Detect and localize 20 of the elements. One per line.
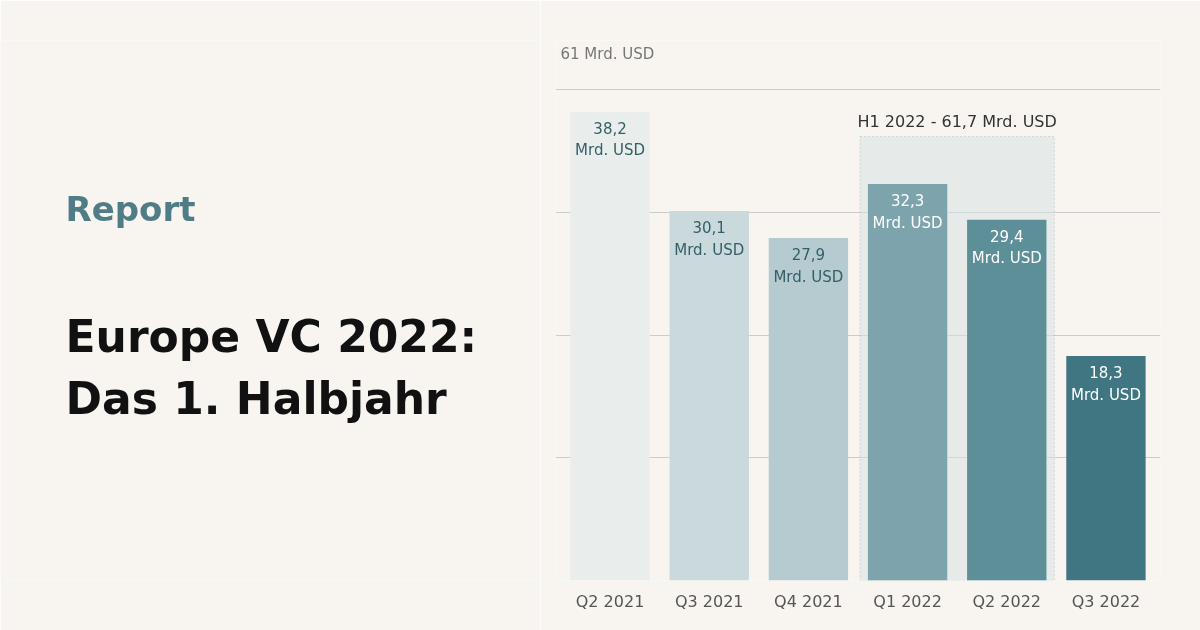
annotation: 61 Mrd. USD	[560, 44, 655, 63]
x-tick-label: Q4 2021	[774, 591, 843, 611]
x-tick-label: Q3 2022	[1071, 591, 1141, 611]
x-tick-label: Q1 2022	[873, 591, 942, 611]
bar	[570, 111, 650, 581]
band-label: H1 2022 - 61,7 Mrd. USD	[857, 111, 1057, 131]
data-label: 30,1 Mrd. USD	[674, 219, 745, 259]
data-label: 29,4 Mrd. USD	[971, 227, 1042, 268]
bar	[1066, 355, 1146, 581]
x-tick-label: Q3 2021	[674, 591, 744, 611]
bar	[669, 211, 749, 581]
bar	[768, 238, 849, 581]
data-label: 38,2 Mrd. USD	[575, 119, 646, 160]
data-label: 27,9 Mrd. USD	[773, 246, 844, 286]
x-tick-label: Q2 2021	[575, 591, 645, 611]
data-label: 18,3 Mrd. USD	[1070, 363, 1141, 404]
text: Report	[65, 189, 196, 230]
data-label: 32,3 Mrd. USD	[872, 192, 943, 232]
text: Europe VC 2022: Das 1. Halbjahr	[65, 310, 478, 424]
x-tick-label: Q2 2022	[972, 591, 1042, 611]
